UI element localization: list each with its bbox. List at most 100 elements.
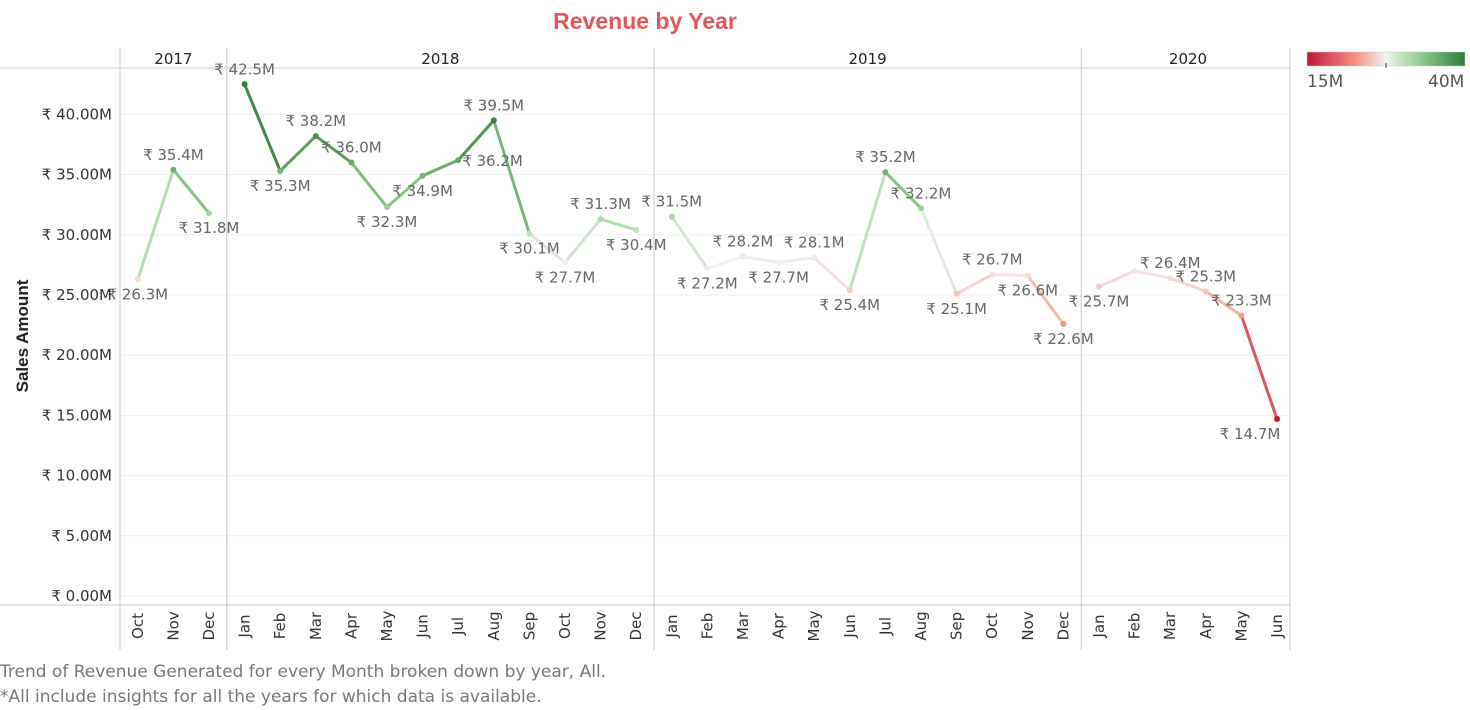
x-tick-label: Jul <box>449 617 467 636</box>
data-point[interactable] <box>384 204 390 211</box>
data-label: ₹ 35.4M <box>143 146 204 164</box>
series-line-segment <box>456 118 496 162</box>
series-line-segment <box>1133 269 1172 280</box>
x-tick-label: Jun <box>1268 614 1286 638</box>
data-label: ₹ 31.8M <box>179 219 240 237</box>
series-line-segment <box>492 118 531 236</box>
data-point[interactable] <box>775 259 782 266</box>
data-point[interactable] <box>206 210 212 217</box>
series-line-segment <box>919 206 959 296</box>
year-header-2018[interactable]: 2018 <box>421 50 459 68</box>
series-line-segment <box>171 168 211 215</box>
x-tick-label: Dec <box>200 611 218 640</box>
data-label: ₹ 27.7M <box>748 268 809 286</box>
series-line-segment <box>243 82 282 173</box>
x-tick-label: May <box>378 610 396 641</box>
data-label: ₹ 36.2M <box>462 152 523 170</box>
series-line-segment <box>812 256 852 292</box>
series-line-segment <box>990 273 1030 278</box>
x-tick-label: Dec <box>627 611 645 640</box>
data-point[interactable] <box>953 290 960 297</box>
x-tick-label: Apr <box>770 612 788 639</box>
series-line-segment <box>314 134 353 165</box>
data-point[interactable] <box>526 230 533 237</box>
data-point[interactable] <box>1202 288 1209 295</box>
data-point[interactable] <box>668 213 675 220</box>
data-point[interactable] <box>740 253 746 260</box>
data-label: ₹ 22.6M <box>1033 330 1094 348</box>
data-point[interactable] <box>241 81 248 88</box>
x-tick-label: Aug <box>912 611 930 640</box>
data-point[interactable] <box>882 169 889 176</box>
data-point[interactable] <box>312 133 319 140</box>
footer-caption: Trend of Revenue Generated for every Mon… <box>0 662 607 682</box>
data-point[interactable] <box>1131 267 1138 274</box>
data-point[interactable] <box>170 166 177 173</box>
x-tick-label: Oct <box>556 613 574 639</box>
x-tick-label: Mar <box>307 611 325 640</box>
series-line-segment <box>1026 274 1065 326</box>
data-point[interactable] <box>846 287 853 294</box>
data-point[interactable] <box>1274 416 1280 423</box>
data-label: ₹ 39.5M <box>463 96 524 114</box>
series-line-segment <box>599 217 638 232</box>
data-point[interactable] <box>277 167 284 174</box>
data-label: ₹ 32.3M <box>357 213 418 231</box>
series-line-segment <box>385 174 425 209</box>
y-tick-label: ₹ 15.00M <box>42 406 112 424</box>
y-tick-label: ₹ 30.00M <box>42 226 112 244</box>
series-line-segment <box>705 254 745 271</box>
y-tick-label: ₹ 25.00M <box>42 286 112 304</box>
data-label: ₹ 25.7M <box>1069 293 1130 311</box>
y-tick-label: ₹ 5.00M <box>51 527 112 545</box>
data-point[interactable] <box>348 159 355 166</box>
data-point[interactable] <box>490 117 497 124</box>
year-header-2020[interactable]: 2020 <box>1169 50 1207 68</box>
x-tick-label: Mar <box>1161 611 1179 640</box>
data-point[interactable] <box>633 226 640 233</box>
data-label: ₹ 35.2M <box>855 148 916 166</box>
chart-title: Revenue by Year <box>553 8 737 34</box>
data-point[interactable] <box>1238 312 1245 319</box>
data-point[interactable] <box>455 157 462 164</box>
series-line-segment <box>670 215 709 271</box>
series-line-segment <box>136 168 175 281</box>
y-tick-label: ₹ 0.00M <box>51 587 112 605</box>
year-header-2017[interactable]: 2017 <box>154 50 192 68</box>
series-line-segment <box>955 273 994 296</box>
data-point[interactable] <box>419 172 426 179</box>
x-tick-label: Feb <box>271 613 289 640</box>
data-label: ₹ 42.5M <box>214 60 275 78</box>
series-line-segment <box>883 170 923 210</box>
data-point[interactable] <box>562 259 568 266</box>
data-label: ₹ 31.5M <box>641 193 702 211</box>
legend-max-label: 40M <box>1428 72 1465 92</box>
y-tick-label: ₹ 10.00M <box>42 467 112 485</box>
x-tick-label: Feb <box>1126 613 1144 640</box>
x-tick-label: Feb <box>698 613 716 640</box>
data-point[interactable] <box>811 254 818 261</box>
series-line-segment <box>563 217 603 264</box>
year-header-2019[interactable]: 2019 <box>849 50 887 68</box>
data-point[interactable] <box>1024 272 1031 279</box>
data-label: ₹ 27.7M <box>535 268 596 286</box>
data-point[interactable] <box>1167 275 1174 282</box>
data-point[interactable] <box>704 265 711 272</box>
data-label: ₹ 25.4M <box>819 296 880 314</box>
data-label: ₹ 23.3M <box>1211 291 1272 309</box>
x-tick-label: May <box>805 610 823 641</box>
data-point[interactable] <box>1060 320 1067 327</box>
series-line-segment <box>1097 269 1137 289</box>
data-point[interactable] <box>918 205 924 212</box>
data-label: ₹ 38.2M <box>285 112 346 130</box>
data-label: ₹ 32.2M <box>891 184 952 202</box>
data-label: ₹ 26.4M <box>1140 254 1201 272</box>
x-tick-label: Apr <box>342 612 360 639</box>
data-point[interactable] <box>134 276 141 283</box>
data-label: ₹ 14.7M <box>1220 425 1281 443</box>
data-label: ₹ 28.2M <box>713 232 774 250</box>
data-point[interactable] <box>989 271 996 278</box>
data-point[interactable] <box>1096 283 1102 290</box>
x-tick-label: Aug <box>485 611 503 640</box>
data-point[interactable] <box>597 216 604 223</box>
